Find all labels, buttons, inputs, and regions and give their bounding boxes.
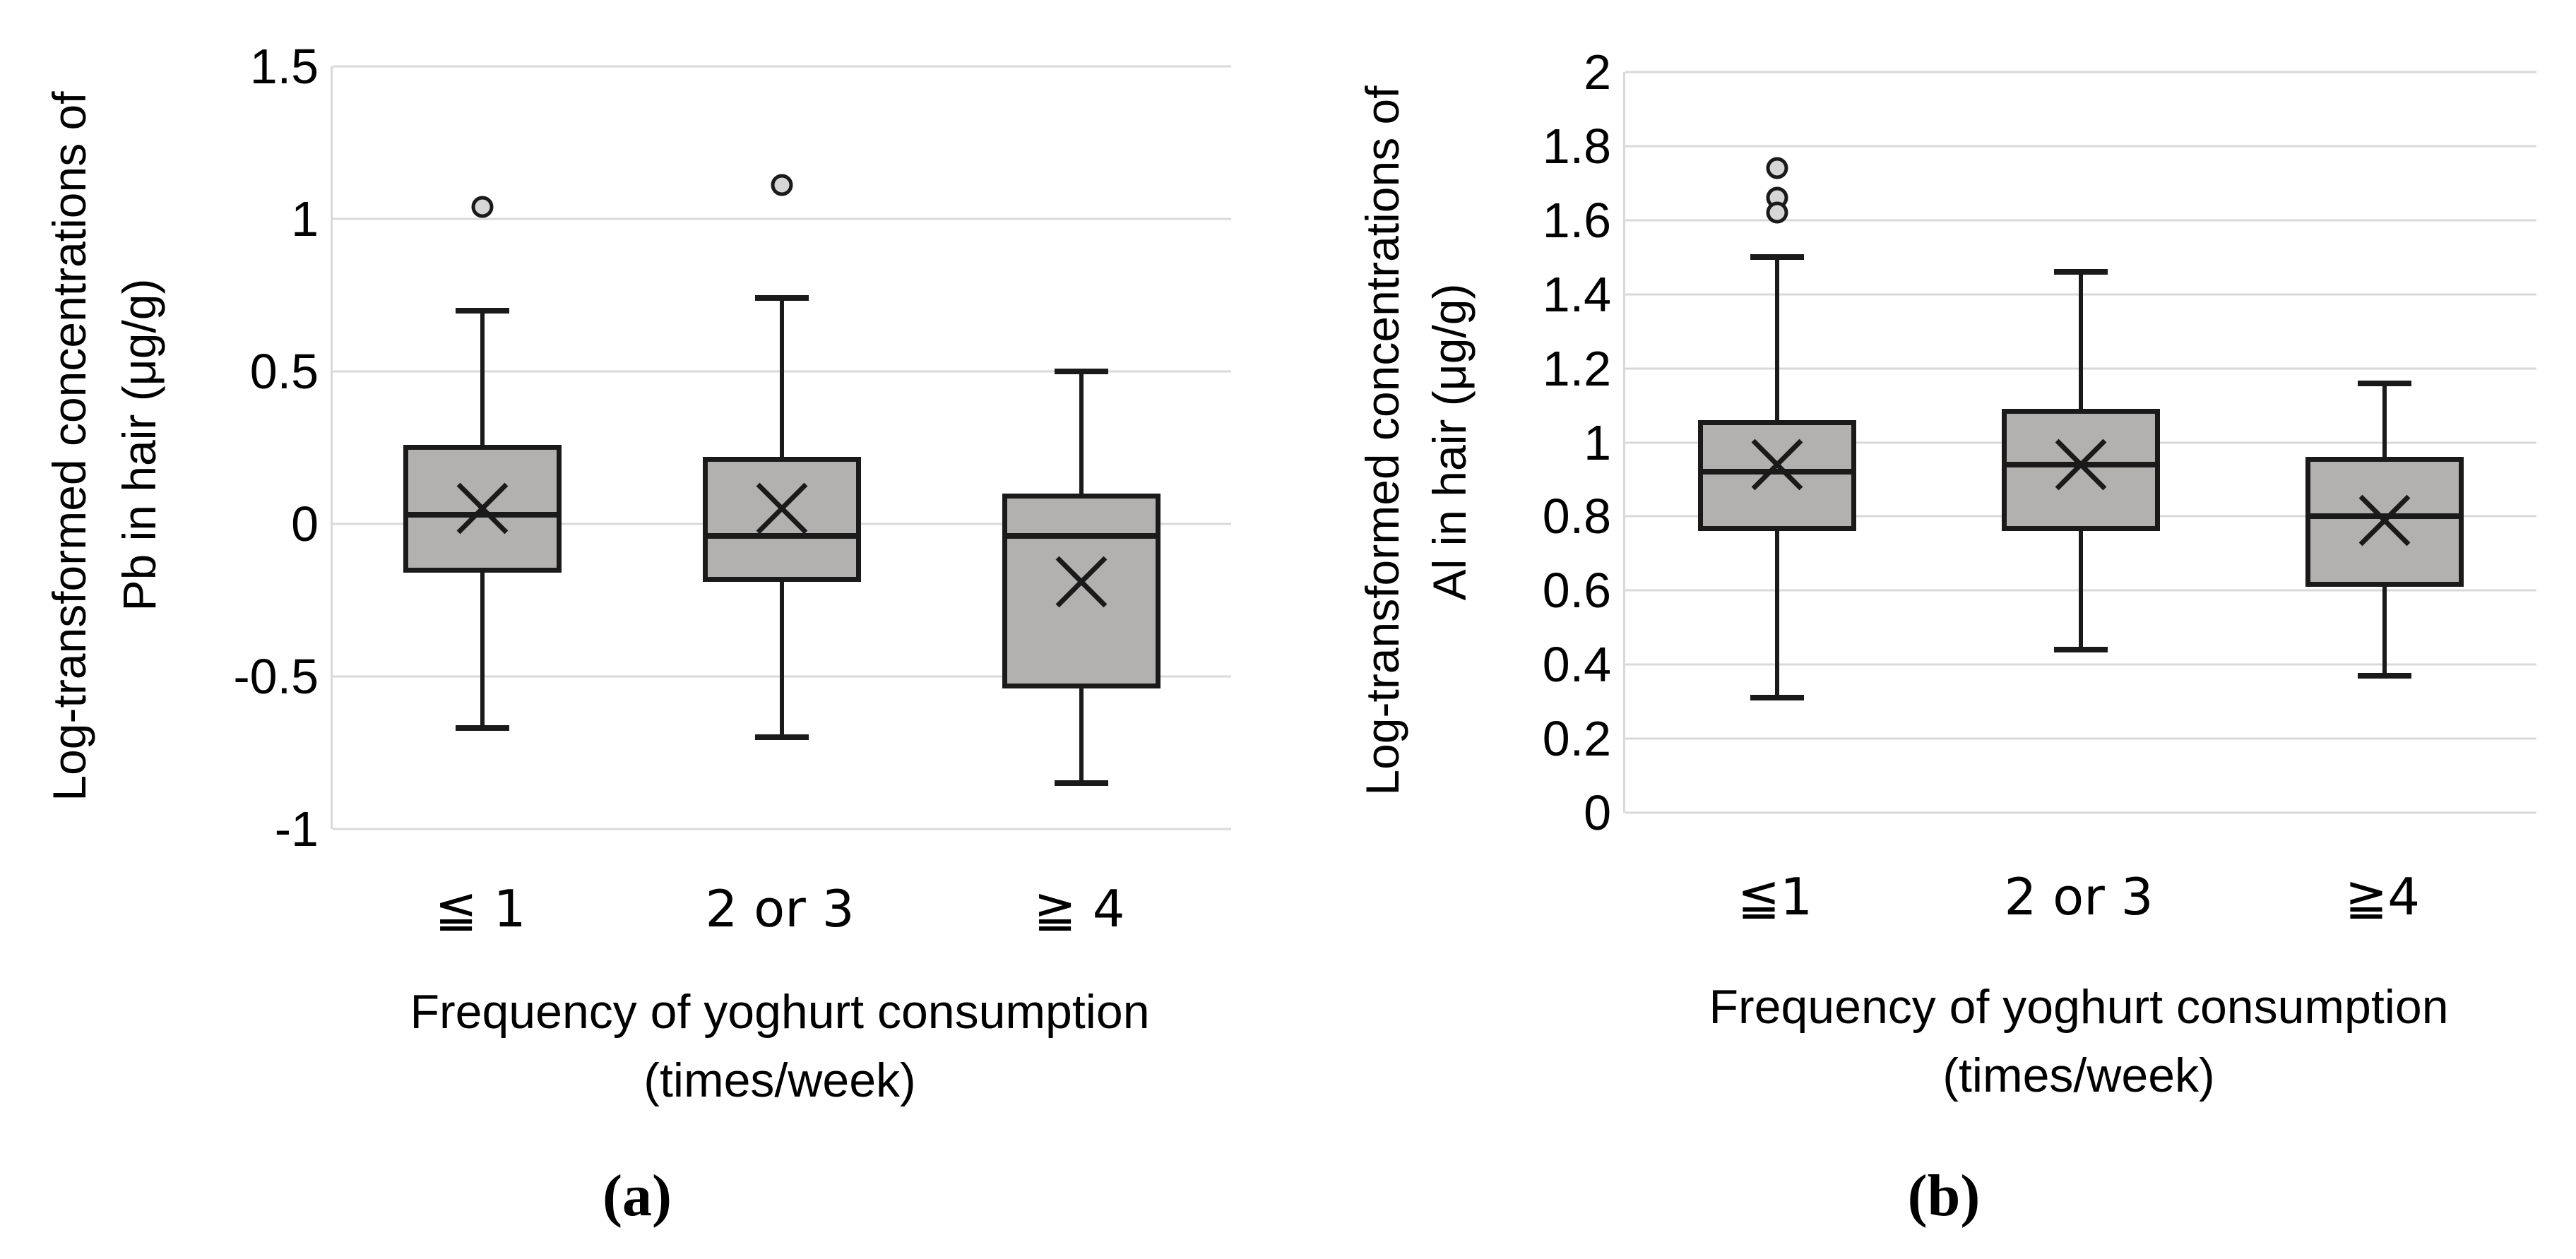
whisker-cap-top — [755, 295, 809, 302]
whisker-cap-bottom — [2054, 647, 2108, 653]
y-tick-label: -0.5 — [233, 649, 319, 704]
x-tick-label: ≧ 4 — [1033, 879, 1125, 938]
whisker-cap-bottom — [456, 725, 509, 732]
x-tick-labels: ≦1 2 or 3 ≧4 — [1623, 867, 2534, 926]
gridline — [1625, 145, 2536, 148]
gridline — [1625, 219, 2536, 222]
y-tick-label: 0.8 — [1542, 489, 1611, 544]
whisker-cap-bottom — [1055, 780, 1108, 787]
x-axis-title: Frequency of yoghurt consumption (times/… — [410, 978, 1149, 1115]
mean-x-marker — [1753, 441, 1801, 489]
y-tick-label: 0 — [1584, 785, 1611, 840]
x-axis-title-line2: (times/week) — [1942, 1049, 2215, 1102]
gridline — [333, 828, 1231, 830]
y-tick-label: 0.5 — [249, 344, 319, 399]
whisker-cap-top — [1750, 254, 1804, 261]
x-axis-title-line1: Frequency of yoghurt consumption — [1709, 980, 2449, 1034]
y-tick-label: 1 — [291, 191, 319, 246]
plot-area-pb: 1.5 1 0.5 0 -0.5 -1 — [233, 39, 1231, 857]
outlier-point — [771, 174, 793, 196]
whisker-cap-bottom — [1750, 695, 1804, 701]
box — [1698, 420, 1856, 532]
panel-caption-b: (b) — [1907, 1163, 1981, 1229]
x-tick-label: 2 or 3 — [705, 879, 855, 938]
y-axis-title-line1: Log-transformed concentrations of — [1356, 85, 1408, 796]
x-tick-label: ≧4 — [2344, 867, 2421, 926]
outlier-point — [471, 196, 494, 218]
x-axis-title: Frequency of yoghurt consumption (times/… — [1709, 973, 2448, 1110]
gridline — [1625, 737, 2536, 740]
whisker-cap-bottom — [2358, 672, 2411, 679]
median-line — [707, 533, 857, 539]
panel-caption-a: (a) — [603, 1163, 672, 1229]
mean-x-marker — [2057, 441, 2105, 489]
x-tick-label: ≦ 1 — [434, 879, 526, 938]
y-tick-label: 1.6 — [1542, 192, 1611, 248]
x-tick-labels: ≦ 1 2 or 3 ≧ 4 — [331, 879, 1229, 938]
gridline — [1625, 663, 2536, 666]
whisker-cap-top — [456, 307, 509, 314]
y-tick-label: 1 — [1584, 414, 1611, 470]
y-tick-label: 2 — [1584, 44, 1611, 100]
y-axis-title-line2: Al in hair (μg/g) — [1423, 283, 1476, 601]
median-line — [1007, 533, 1156, 539]
y-tick-label: -1 — [274, 801, 319, 857]
y-tick-label: 1.8 — [1542, 118, 1611, 174]
x-axis-title-line2: (times/week) — [643, 1054, 916, 1107]
whisker-cap-top — [1055, 369, 1108, 374]
gridline — [333, 217, 1231, 220]
whisker-cap-top — [2358, 380, 2411, 386]
whisker-cap-top — [2054, 269, 2108, 275]
y-tick-label: 0.6 — [1542, 563, 1611, 619]
y-tick-label: 0 — [291, 496, 319, 551]
gridline — [1625, 71, 2536, 73]
outlier-point — [1766, 201, 1788, 224]
x-tick-label: 2 or 3 — [2004, 867, 2154, 926]
whisker-cap-bottom — [755, 734, 809, 741]
y-tick-label: 0.2 — [1542, 711, 1611, 767]
mean-x-marker — [2361, 496, 2409, 544]
gridline — [333, 65, 1231, 68]
x-tick-label: ≦1 — [1737, 867, 1813, 926]
plot-area-al: 2 1.8 1.6 1.4 1.2 1 0.8 0.6 0.4 0.2 0 — [1543, 44, 2536, 840]
y-tick-label: 1.4 — [1542, 266, 1611, 322]
outlier-point — [1766, 157, 1788, 179]
gridline — [1625, 811, 2536, 814]
y-tick-label: 0.4 — [1542, 637, 1611, 693]
x-axis-title-line1: Frequency of yoghurt consumption — [410, 985, 1150, 1039]
y-tick-label: 1.2 — [1542, 340, 1611, 396]
y-tick-label: 1.5 — [249, 39, 319, 94]
